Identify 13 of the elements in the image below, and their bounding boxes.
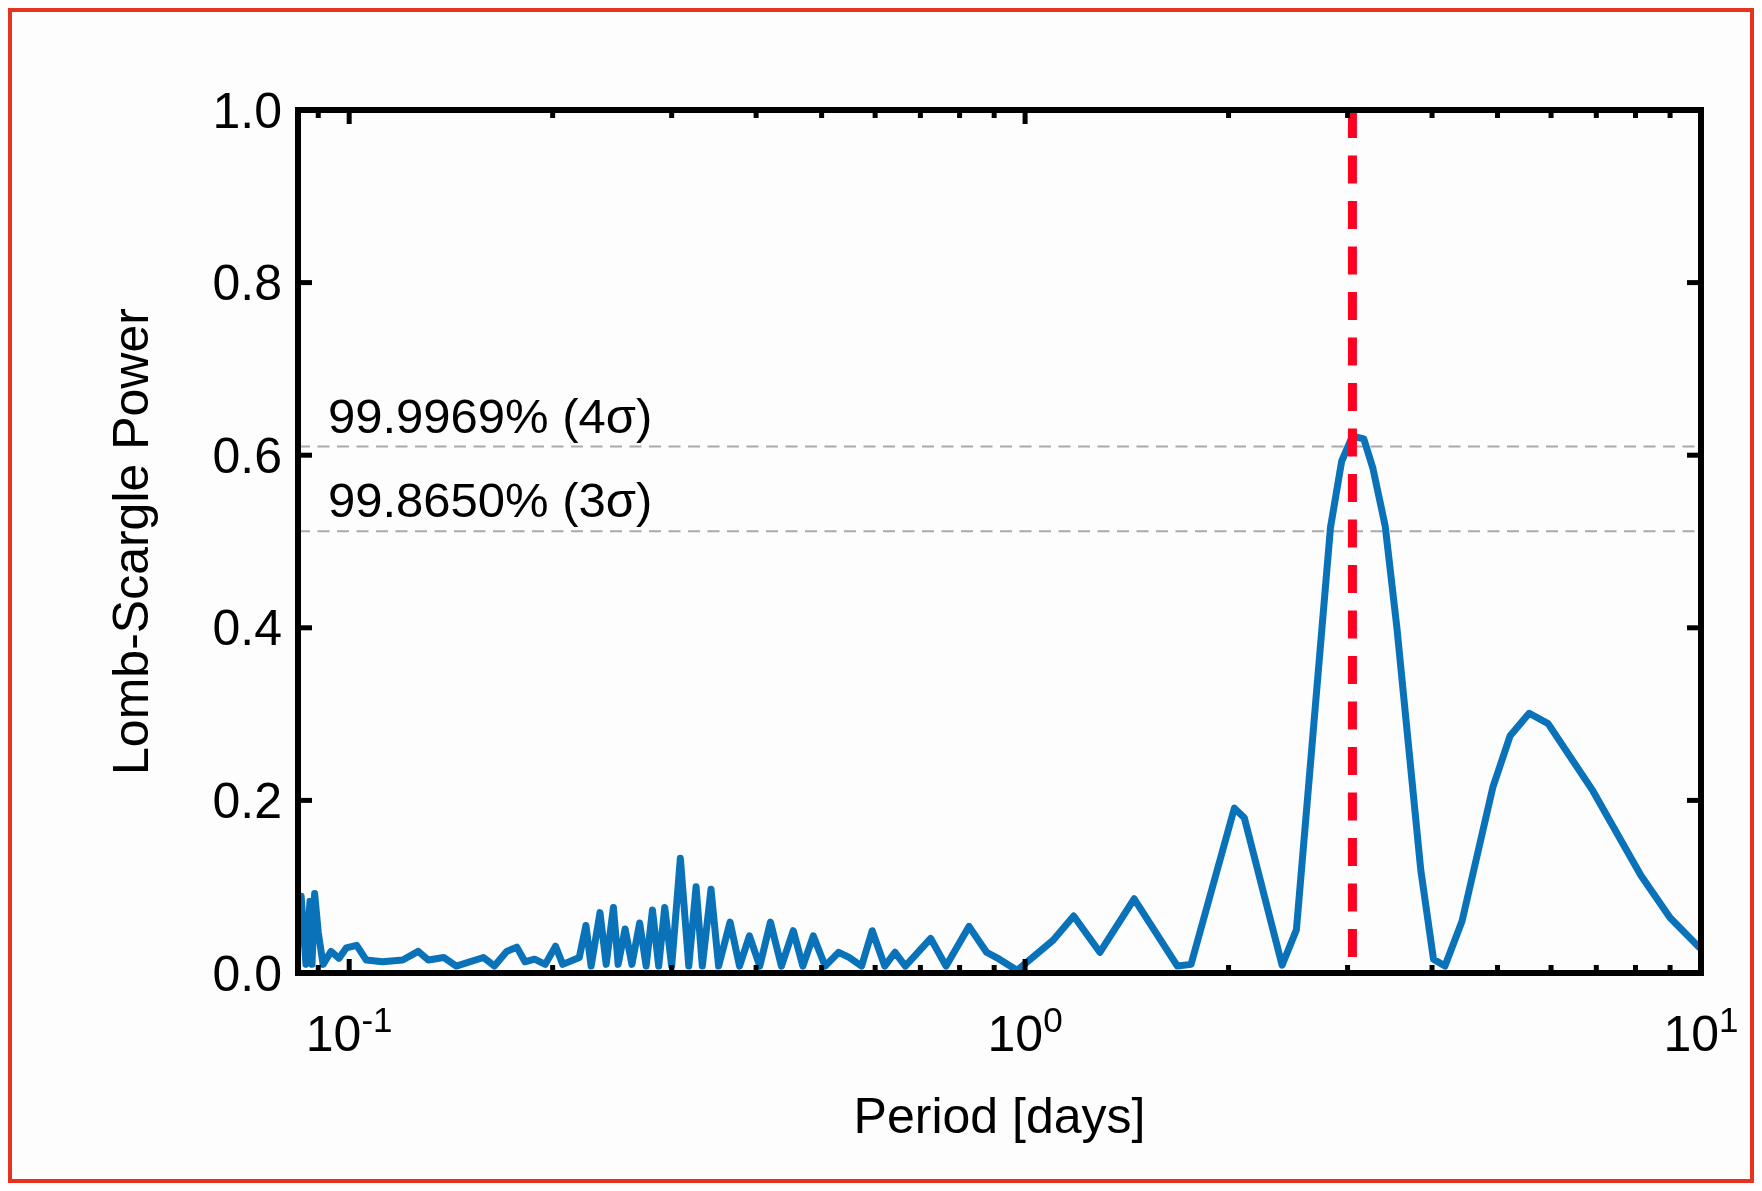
y-tick-label: 0.4 — [212, 600, 282, 657]
ref-line-label: 99.9969% (4σ) — [328, 388, 653, 443]
y-tick-label: 0.6 — [212, 427, 282, 484]
y-tick-label: 0.0 — [212, 945, 282, 1002]
x-tick-label: 10$^{0}$ — [987, 999, 1063, 1062]
x-axis-title: Period [days] — [853, 1088, 1146, 1144]
ref-line-label: 99.8650% (3σ) — [328, 473, 653, 528]
y-tick-label: 0.2 — [212, 772, 282, 829]
y-tick-label: 0.8 — [212, 255, 282, 312]
x-tick-label: 10$^{-1}$ — [305, 999, 393, 1062]
y-tick-label: 1.0 — [212, 82, 282, 139]
y-axis-title: Lomb-Scargle Power — [103, 308, 159, 775]
x-tick-label: 10$^{1}$ — [1663, 999, 1739, 1062]
